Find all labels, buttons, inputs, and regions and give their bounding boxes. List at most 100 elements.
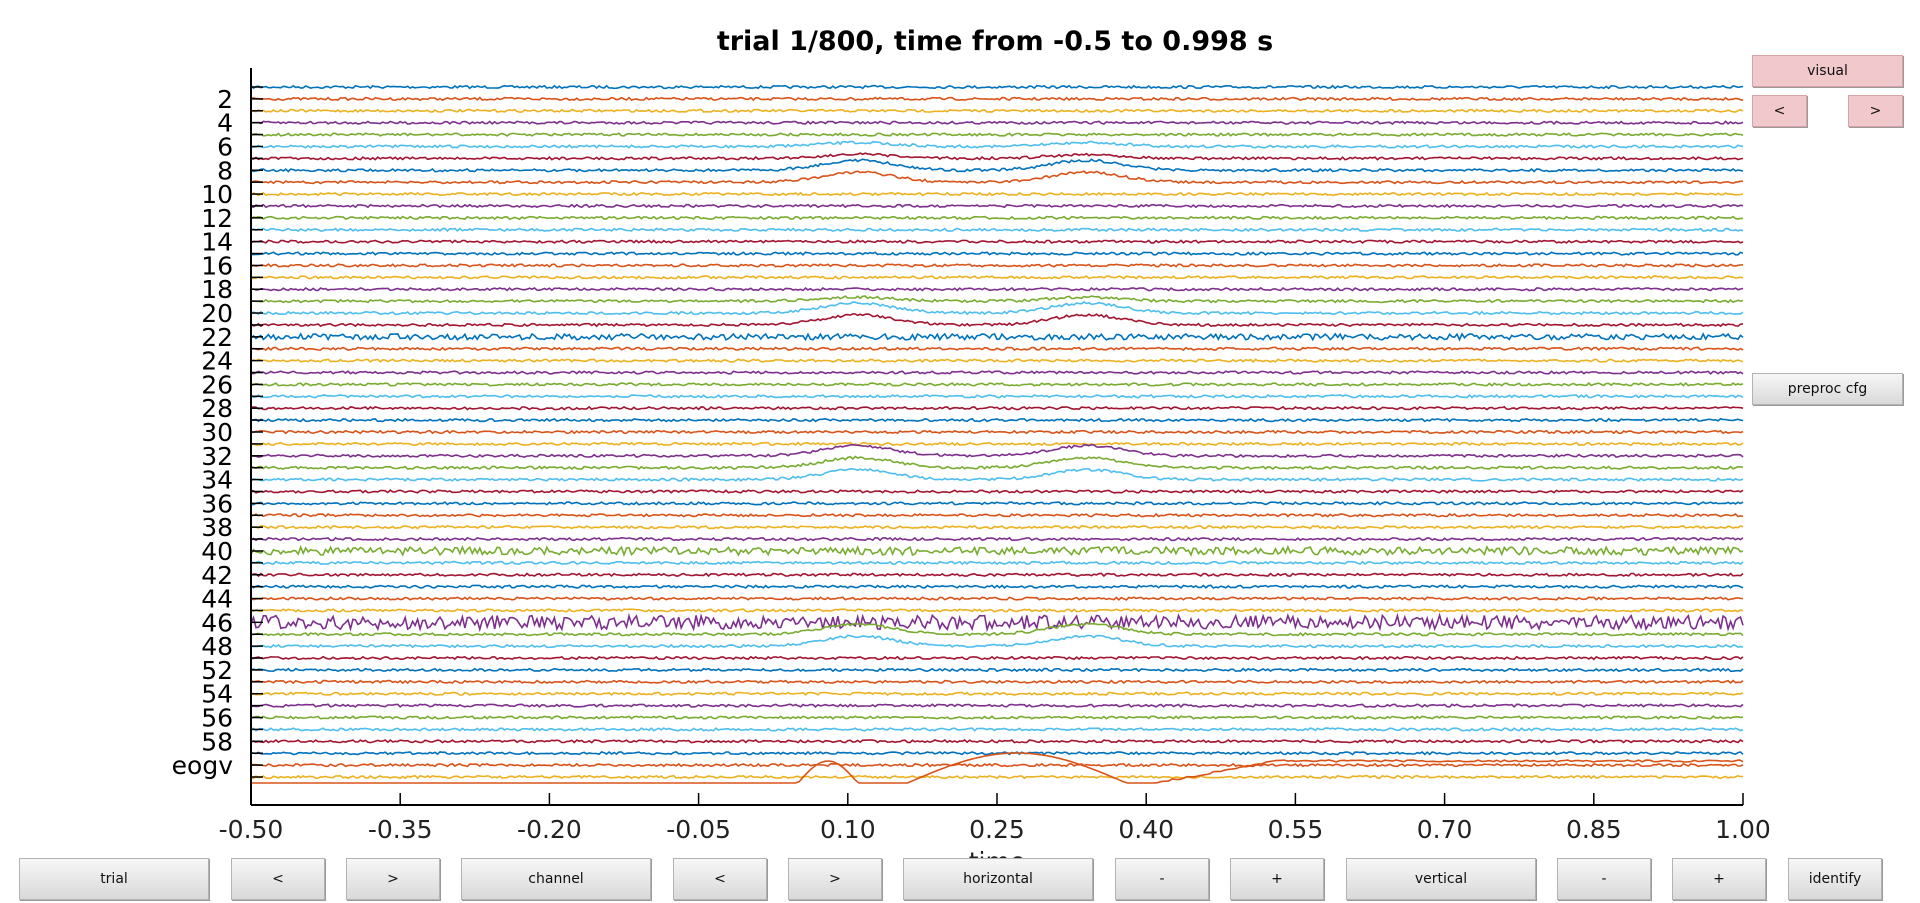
vertical-minus-button[interactable]: -	[1557, 858, 1651, 900]
channel-label: 32	[201, 442, 233, 471]
channel-label: 18	[201, 275, 233, 304]
channel-trace	[250, 500, 1744, 506]
channel-trace	[250, 727, 1744, 732]
channel-label: 4	[217, 109, 233, 138]
channel-trace	[250, 738, 1744, 744]
visual-button[interactable]: visual	[1752, 55, 1903, 87]
y-tick-group: 2468101214161820222426283032343638404244…	[172, 85, 263, 780]
channel-label: 56	[201, 704, 233, 733]
channel-prev-button[interactable]: <	[673, 858, 767, 900]
x-tick-label: 0.85	[1566, 815, 1622, 844]
preproc-cfg-button[interactable]: preproc cfg	[1752, 373, 1903, 405]
channel-trace	[250, 84, 1744, 90]
channel-trace	[250, 679, 1744, 685]
channel-label: 58	[201, 727, 233, 756]
channel-label: 22	[201, 323, 233, 352]
channel-trace	[250, 313, 1744, 328]
channel-label: 42	[201, 561, 233, 590]
channel-trace	[250, 560, 1744, 566]
channel-trace	[250, 512, 1744, 518]
channel-trace	[250, 715, 1744, 720]
channel-label: 12	[201, 204, 233, 233]
x-tick-label: 0.70	[1417, 815, 1473, 844]
x-tick-label: 0.10	[820, 815, 876, 844]
channel-trace	[250, 667, 1744, 673]
channel-trace	[250, 655, 1744, 661]
channel-label: 8	[217, 156, 233, 185]
plot-title: trial 1/800, time from -0.5 to 0.998 s	[716, 26, 1274, 57]
channel-label: 54	[201, 680, 233, 709]
channel-trace	[250, 405, 1744, 411]
identify-button[interactable]: identify	[1788, 858, 1882, 900]
channel-label: 34	[201, 466, 233, 495]
channel-trace	[250, 295, 1744, 304]
x-tick-label: -0.20	[517, 815, 582, 844]
channel-trace	[250, 455, 1744, 471]
channel-trace	[250, 215, 1743, 221]
channel-label: 10	[201, 180, 233, 209]
previous-button[interactable]: <	[1752, 95, 1807, 127]
channel-trace	[250, 346, 1744, 351]
channel-trace	[250, 691, 1744, 697]
channel-label: 20	[201, 299, 233, 328]
channel-trace	[250, 489, 1744, 494]
channel-label: 44	[201, 585, 233, 614]
trace-group	[250, 84, 1744, 784]
x-tick-label: -0.35	[368, 815, 433, 844]
channel-trace	[250, 441, 1744, 447]
channel-trace	[250, 140, 1744, 149]
channel-trace	[250, 132, 1744, 137]
channel-label: 28	[201, 394, 233, 423]
x-tick-label: 0.25	[969, 815, 1025, 844]
channel-trace	[250, 612, 1744, 633]
horizontal-minus-button[interactable]: -	[1115, 858, 1209, 900]
channel-trace	[250, 762, 1744, 768]
channel-trace	[250, 120, 1744, 126]
next-button[interactable]: >	[1848, 95, 1903, 127]
channel-trace	[250, 170, 1743, 185]
channel-trace	[250, 417, 1744, 423]
channel-label: 16	[201, 251, 233, 280]
x-tick-label: 0.40	[1118, 815, 1174, 844]
channel-label: 46	[201, 608, 233, 637]
channel-label: 52	[201, 656, 233, 685]
channel-label: 26	[201, 370, 233, 399]
channel-trace	[250, 381, 1744, 387]
channel-trace	[250, 596, 1744, 601]
channel-next-button[interactable]: >	[788, 858, 882, 900]
x-tick-label: 0.55	[1268, 815, 1324, 844]
channel-trace	[250, 275, 1744, 280]
channel-label: 24	[201, 347, 233, 376]
channel-trace	[250, 608, 1744, 613]
channel-trace	[250, 227, 1744, 233]
eog-trace	[251, 752, 1744, 784]
channel-trace	[250, 108, 1744, 114]
channel-trace	[250, 536, 1744, 542]
x-tick-label: -0.05	[666, 815, 731, 844]
channel-trace	[250, 584, 1744, 589]
channel-trace	[250, 544, 1744, 558]
channel-trace	[250, 286, 1744, 292]
channel-label: 48	[201, 632, 233, 661]
channel-trace	[250, 429, 1744, 435]
channel-button: channel	[461, 858, 651, 900]
channel-label: 38	[201, 513, 233, 542]
channel-trace	[250, 467, 1744, 482]
x-tick-label: 1.00	[1715, 815, 1771, 844]
channel-trace	[250, 524, 1744, 530]
trial-next-button[interactable]: >	[346, 858, 440, 900]
horizontal-plus-button[interactable]: +	[1230, 858, 1324, 900]
channel-trace	[250, 158, 1744, 173]
channel-label: 30	[201, 418, 233, 447]
x-tick-group: -0.50 -0.35 -0.20 -0.05 0.10 0.25 0.40 0.55 0.70…	[219, 793, 1771, 844]
vertical-plus-button[interactable]: +	[1672, 858, 1766, 900]
trial-prev-button[interactable]: <	[231, 858, 325, 900]
channel-trace	[250, 572, 1744, 578]
channel-trace	[250, 191, 1744, 197]
channel-label: 14	[201, 228, 233, 257]
channel-label: eogv	[172, 751, 234, 780]
channel-trace	[250, 443, 1744, 458]
channel-trace	[250, 300, 1744, 316]
channel-trace	[250, 203, 1744, 209]
